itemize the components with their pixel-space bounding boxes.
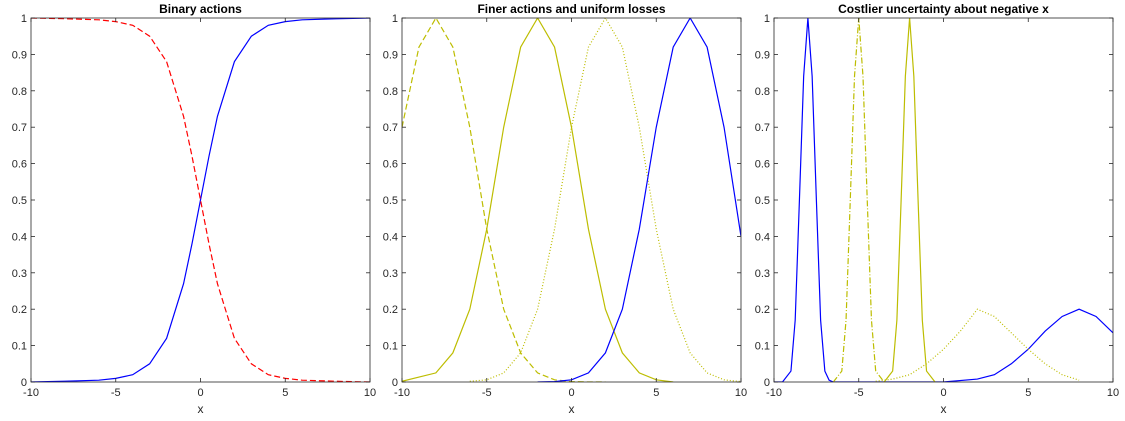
x-tick-label: -10 (394, 387, 410, 399)
x-axis-label: x (941, 402, 947, 416)
y-tick-label: 0.3 (12, 268, 27, 280)
y-tick-label: 0.4 (755, 231, 770, 243)
y-tick-label: 0.4 (383, 231, 398, 243)
y-tick-label: 0.1 (12, 341, 27, 353)
y-tick-label: 0.5 (383, 195, 398, 207)
y-tick-label: 0.5 (12, 195, 27, 207)
y-tick-label: 0.6 (383, 159, 398, 171)
x-tick-label: 0 (197, 387, 203, 399)
y-tick-label: 0.2 (12, 304, 27, 316)
x-tick-label: 10 (735, 387, 747, 399)
series-line-2 (832, 18, 885, 382)
series-line-1 (402, 18, 606, 382)
y-tick-label: 1 (764, 13, 770, 25)
y-tick-label: 0.9 (755, 49, 770, 61)
chart-title: Finer actions and uniform losses (477, 2, 665, 16)
series-line-4 (875, 308, 1080, 382)
y-tick-label: 0.8 (12, 86, 27, 98)
chart-panel-2: -10 -5 0 5 10 0 0.1 0.2 0.3 0.4 0.5 0.6 0.7 0.8 0.9 1 Fi… (383, 2, 747, 416)
y-tick-label: 0.1 (383, 341, 398, 353)
y-tick-label: 0.6 (12, 159, 27, 171)
y-tick-label: 0.6 (755, 159, 770, 171)
x-tick-label: 5 (653, 387, 659, 399)
series-line-3 (469, 18, 741, 382)
axes-frame (773, 17, 1114, 383)
series-line-2 (402, 18, 674, 382)
x-tick-label: -5 (854, 387, 864, 399)
chart-title: Binary actions (159, 2, 242, 16)
y-tick-label: 0.8 (755, 86, 770, 98)
x-tick-label: 10 (364, 387, 376, 399)
series-line-3 (883, 18, 936, 382)
y-tick-label: 0.3 (383, 268, 398, 280)
y-tick-label: 0.3 (755, 268, 770, 280)
x-tick-label: 5 (1025, 387, 1031, 399)
series-line-4 (537, 18, 741, 382)
y-tick-label: 0 (764, 377, 770, 389)
chart-panel-1: -10 -5 0 5 10 0 0.1 0.2 0.3 0.4 0.5 0.6 0.7 0.8 0.9 1 Bi… (12, 2, 376, 416)
x-tick-label: -5 (111, 387, 121, 399)
y-tick-label: 1 (21, 13, 27, 25)
y-tick-label: 0.7 (755, 122, 770, 134)
y-tick-label: 0.2 (383, 304, 398, 316)
x-tick-label: 0 (568, 387, 574, 399)
y-tick-label: 0.9 (12, 49, 27, 61)
chart-panel-3: -10 -5 0 5 10 0 0.1 0.2 0.3 0.4 0.5 0.6 0.7 0.8 0.9 1 Co… (755, 2, 1119, 416)
x-tick-label: 5 (282, 387, 288, 399)
axes-frame (401, 17, 742, 383)
x-tick-label: 10 (1107, 387, 1119, 399)
x-tick-label: -10 (766, 387, 782, 399)
y-tick-label: 0.1 (755, 341, 770, 353)
y-tick-label: 0.2 (755, 304, 770, 316)
y-tick-label: 0.4 (12, 231, 27, 243)
x-tick-label: -10 (23, 387, 39, 399)
x-axis-label: x (198, 402, 204, 416)
y-tick-label: 0.9 (383, 49, 398, 61)
y-tick-label: 0.5 (755, 195, 770, 207)
chart-title: Costlier uncertainty about negative x (838, 2, 1049, 16)
y-tick-label: 1 (392, 13, 398, 25)
series-line-1 (31, 18, 370, 382)
x-tick-label: -5 (482, 387, 492, 399)
y-tick-label: 0.7 (383, 122, 398, 134)
y-tick-label: 0 (392, 377, 398, 389)
y-tick-label: 0 (21, 377, 27, 389)
x-tick-label: 0 (940, 387, 946, 399)
series-line-1 (774, 18, 1113, 382)
y-tick-label: 0.8 (383, 86, 398, 98)
y-tick-label: 0.7 (12, 122, 27, 134)
x-axis-label: x (569, 402, 575, 416)
